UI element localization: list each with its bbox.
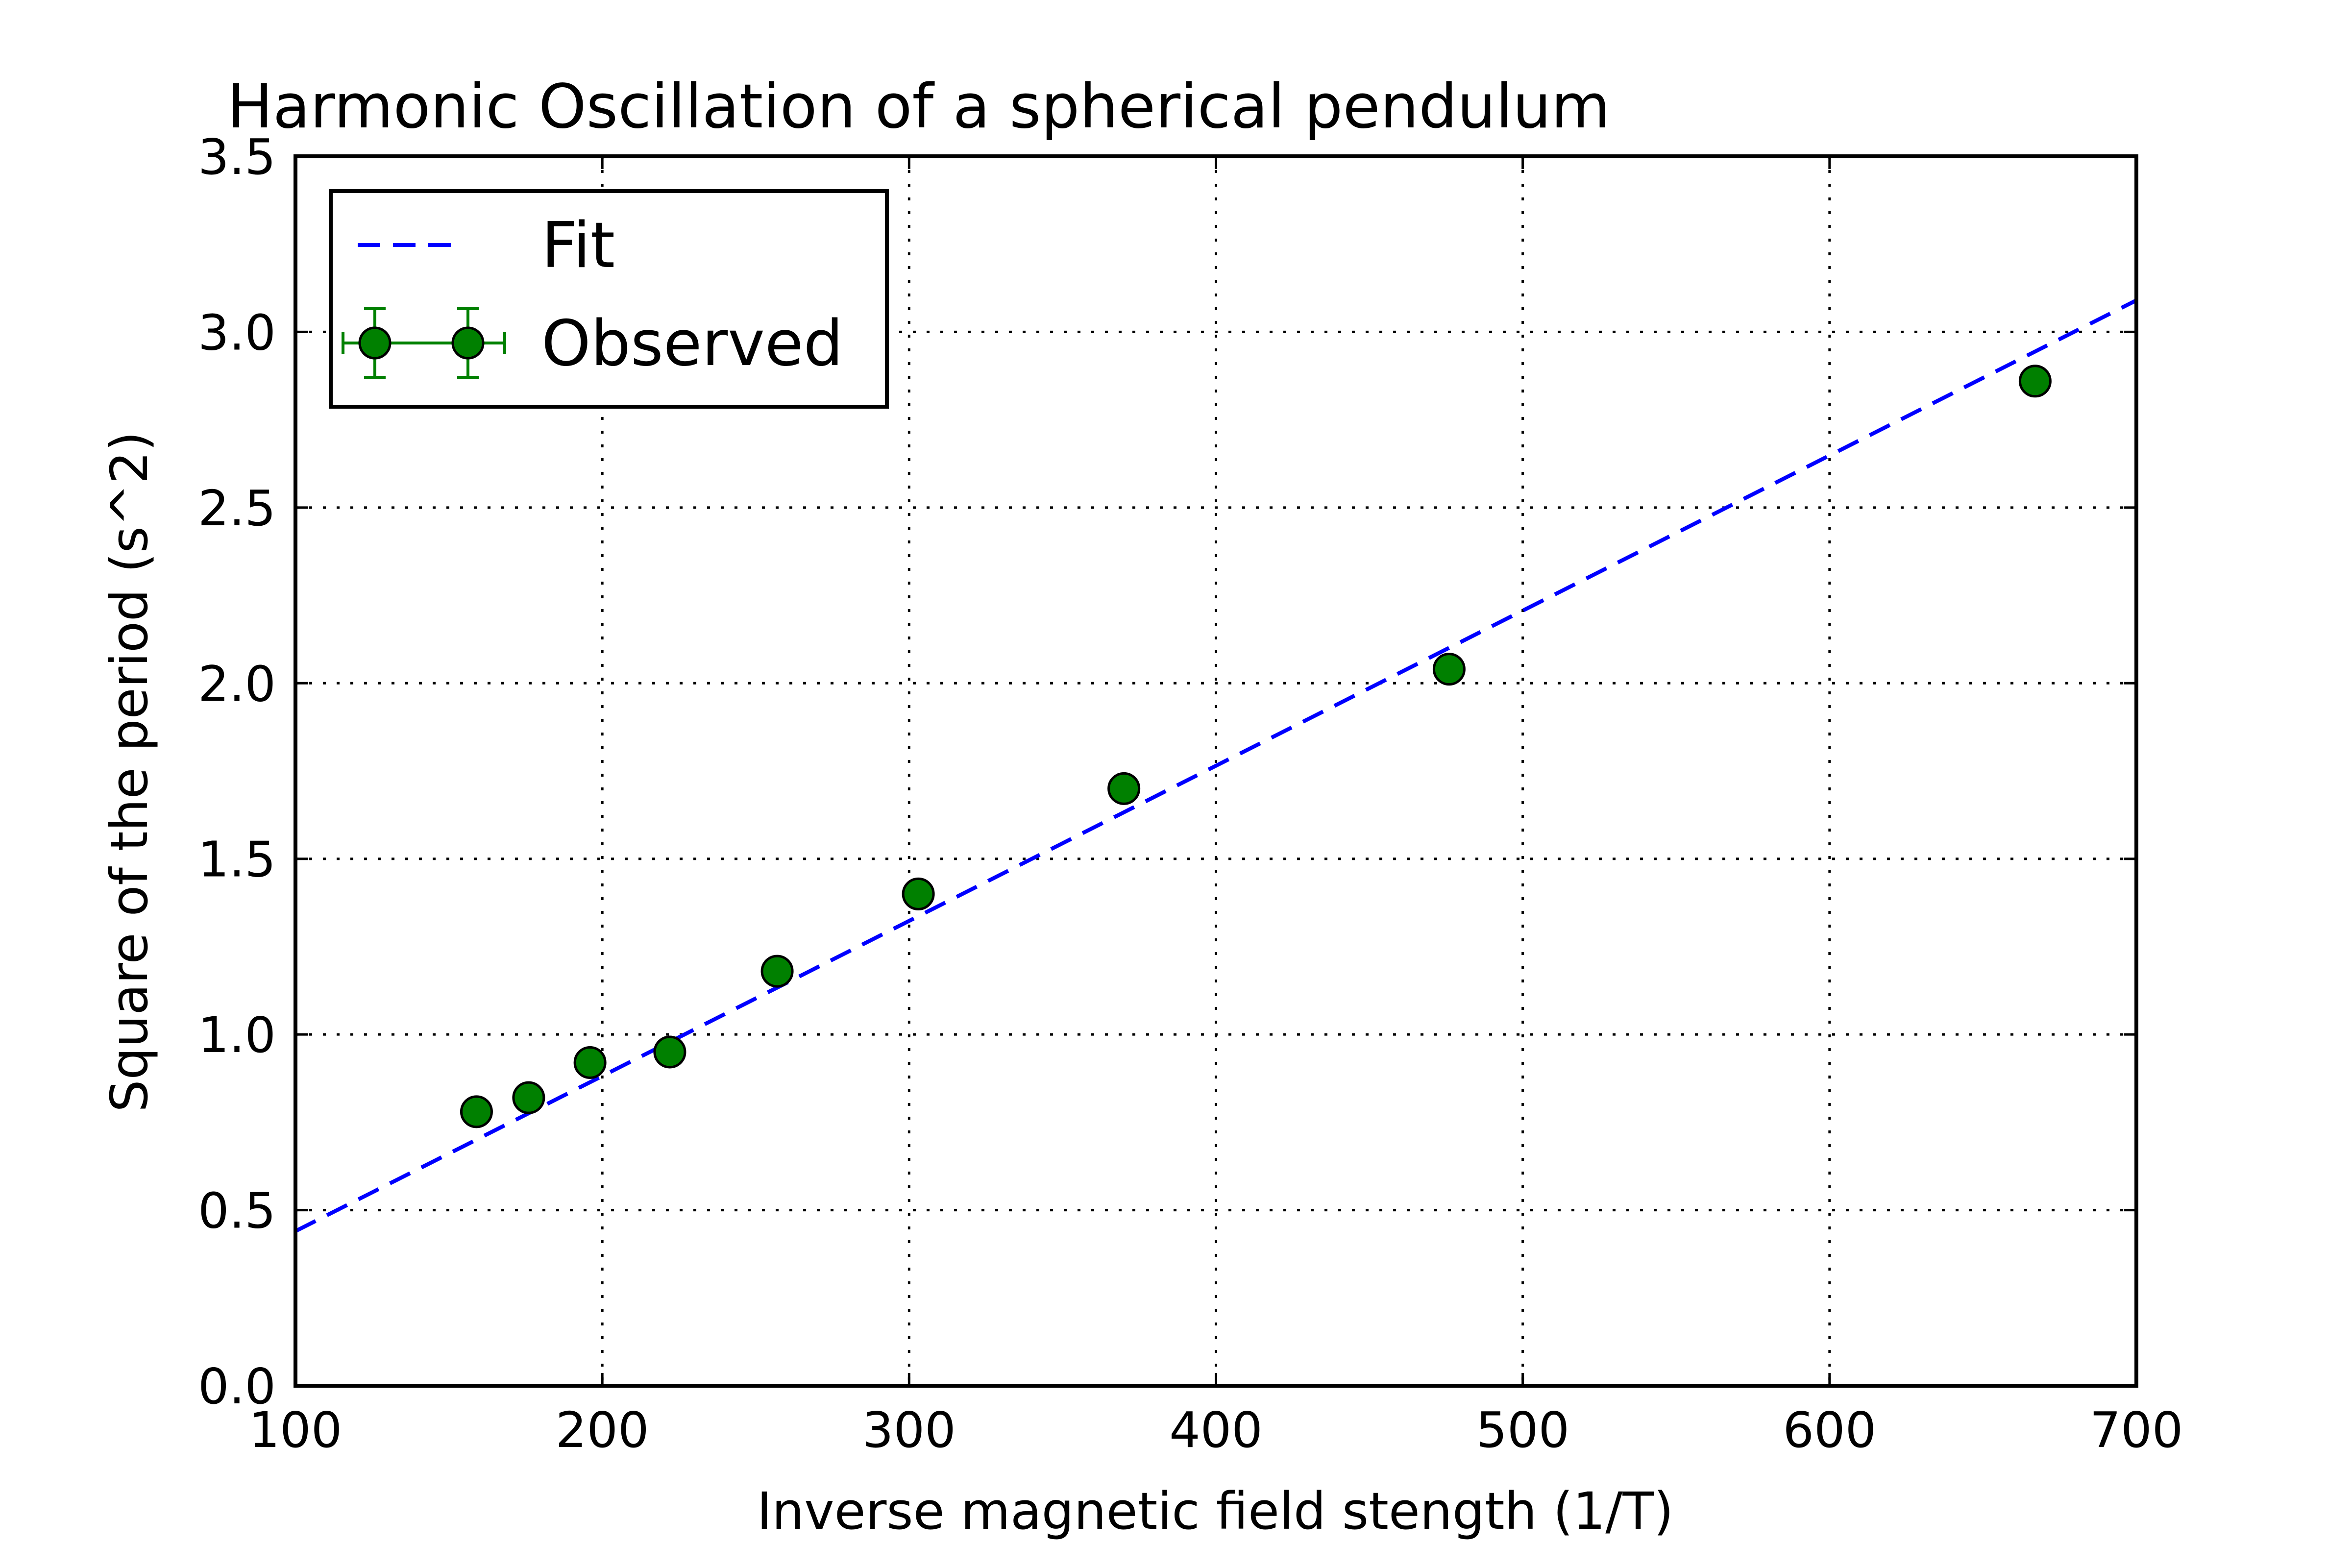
observed-point xyxy=(573,1046,607,1079)
y-tick-labels: 0.0 0.5 1.0 1.5 2.0 2.5 3.0 3.5 xyxy=(198,128,276,1415)
legend-observed-marker xyxy=(358,326,392,360)
observed-points xyxy=(460,365,2052,1128)
y-tick-label: 3.5 xyxy=(198,128,276,186)
y-tick-label: 0.0 xyxy=(198,1358,276,1415)
observed-point xyxy=(2018,365,2052,398)
observed-point xyxy=(460,1095,493,1128)
x-tick-label: 100 xyxy=(249,1401,343,1459)
observed-point xyxy=(902,877,935,910)
y-tick-label: 3.0 xyxy=(198,304,276,361)
chart-title: Harmonic Oscillation of a spherical pend… xyxy=(227,72,1611,142)
legend-observed-marker xyxy=(451,326,485,360)
legend-fit-label: Fit xyxy=(541,209,615,282)
x-tick-label: 500 xyxy=(1476,1401,1569,1459)
x-tick-label: 300 xyxy=(862,1401,956,1459)
legend: Fit Observed xyxy=(329,189,889,409)
y-axis-label: Square of the period (s^2) xyxy=(99,431,159,1112)
x-axis-label: Inverse magnetic field stength (1/T) xyxy=(757,1481,1674,1541)
y-tick-label: 0.5 xyxy=(198,1182,276,1240)
observed-point xyxy=(760,955,794,988)
plot-frame xyxy=(294,154,2138,1388)
fit-line xyxy=(294,298,2137,1233)
y-tick-label: 2.5 xyxy=(198,480,276,537)
legend-observed-swatch xyxy=(342,307,506,379)
y-tick-label: 1.0 xyxy=(198,1006,276,1064)
x-tick-label: 400 xyxy=(1169,1401,1263,1459)
x-tick-label: 600 xyxy=(1783,1401,1876,1459)
legend-frame xyxy=(329,189,889,409)
legend-observed-label: Observed xyxy=(541,307,843,380)
observed-point xyxy=(653,1035,686,1069)
x-tick-label: 700 xyxy=(2090,1401,2183,1459)
observed-point xyxy=(512,1081,545,1114)
grid xyxy=(295,156,2136,1386)
y-tick-label: 1.5 xyxy=(198,831,276,888)
y-tick-label: 2.0 xyxy=(198,655,276,712)
observed-point xyxy=(1107,772,1141,805)
x-tick-labels: 100 200 300 400 500 600 700 xyxy=(249,1401,2183,1459)
x-tick-label: 200 xyxy=(556,1401,649,1459)
observed-point xyxy=(1432,653,1466,686)
fit-layer xyxy=(294,298,2137,1233)
